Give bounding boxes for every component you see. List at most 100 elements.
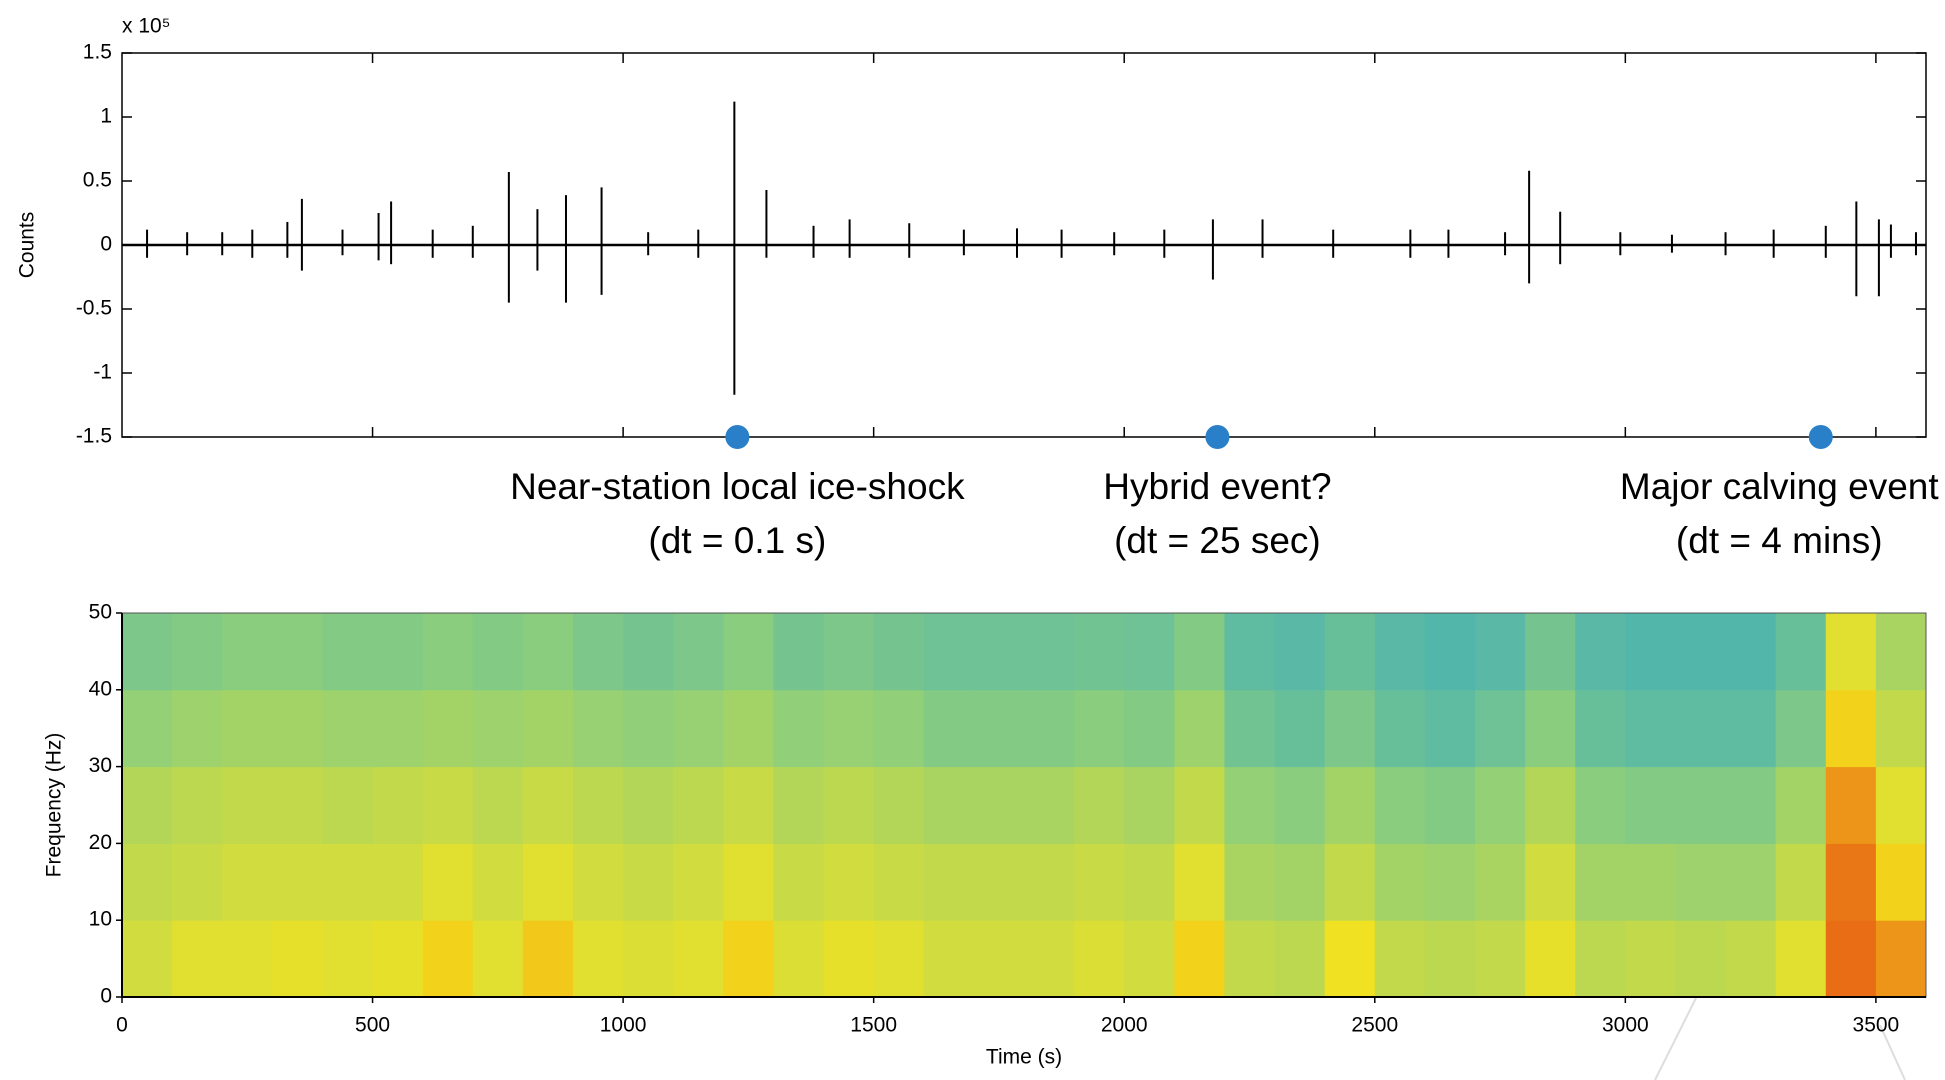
event-marker [1808,425,1833,449]
annotation-label: Hybrid event? [1103,466,1331,507]
heatmap-cell [1575,920,1626,998]
heatmap-cell [723,689,774,768]
x-axis-label: Time (s) [986,1046,1062,1069]
y-tick-label: 50 [89,601,112,624]
heatmap-cell [1324,689,1376,768]
heatmap-cell [122,843,173,921]
heatmap-cell [272,613,323,691]
zoom-guide [1654,989,1701,1080]
heatmap-cell [973,766,1025,844]
heatmap-cell [1424,843,1476,921]
heatmap-cell [623,920,674,998]
heatmap-cell [773,689,825,768]
heatmap-cell [1174,613,1225,691]
heatmap-cell [422,843,474,921]
y-tick-label: 0.5 [83,169,112,192]
heatmap-cell [973,843,1025,921]
heatmap-cell [1174,920,1225,998]
heatmap-cell [122,613,173,691]
annotation-label: Major calving event [1620,466,1939,507]
heatmap-cell [1274,613,1326,691]
heatmap-cell [122,766,173,844]
heatmap-cell [673,613,724,691]
heatmap-cell [1124,843,1175,921]
heatmap-cell [1825,920,1877,998]
y-tick-label: 0 [100,985,112,1008]
heatmap-cell [1725,843,1777,921]
heatmap-cell [1725,613,1777,691]
y-tick-label: 40 [89,677,112,700]
heatmap-cell [1224,920,1276,998]
heatmap-cell [322,766,374,844]
heatmap-cell [1475,766,1526,844]
heatmap-cell [322,689,374,768]
heatmap-cell [1725,920,1777,998]
heatmap-cell [1625,766,1676,844]
heatmap-cell [1024,613,1075,691]
heatmap-cell [472,920,524,998]
heatmap-cell [1825,613,1877,691]
heatmap-cell [1775,613,1827,691]
y-tick-label: 20 [89,831,112,854]
heatmap-cell [1625,920,1676,998]
heatmap-cell [1575,613,1626,691]
heatmap-cell [472,766,524,844]
heatmap-cell [372,843,424,921]
heatmap-cell [1825,766,1877,844]
heatmap-cell [1875,766,1927,844]
heatmap-cell [472,843,524,921]
heatmap-cell [472,689,524,768]
heatmap-cell [1324,920,1376,998]
heatmap-cell [773,843,825,921]
event-marker [1205,425,1230,449]
heatmap-cell [1374,689,1426,768]
heatmap-cell [1124,920,1175,998]
heatmap-cell [1575,843,1626,921]
heatmap-cell [1324,613,1376,691]
y-tick-label: 10 [89,908,112,931]
heatmap-cell [1825,689,1877,768]
heatmap-cell [673,843,724,921]
heatmap-cell [1675,766,1727,844]
heatmap-cell [823,689,875,768]
heatmap-cell [973,689,1025,768]
heatmap-cell [673,689,724,768]
event-marker [725,425,750,449]
zoom-guide [1879,1024,1906,1080]
heatmap-cell [773,920,825,998]
heatmap-cell [623,843,674,921]
y-tick-label: 1 [100,105,112,128]
heatmap-cell [1424,766,1476,844]
heatmap-cell [1675,689,1727,768]
heatmap-cell [923,689,975,768]
heatmap-cell [1074,843,1125,921]
heatmap-cell [1024,766,1075,844]
heatmap-cell [1525,766,1576,844]
heatmap-cell [1274,920,1326,998]
heatmap-cell [573,689,624,768]
heatmap-cell [1875,613,1927,691]
heatmap-cell [723,766,774,844]
heatmap-cell [623,766,674,844]
heatmap-cell [773,766,825,844]
heatmap-cell [1575,689,1626,768]
heatmap-cell [522,843,574,921]
heatmap-cell [222,689,273,768]
heatmap-cell [122,920,173,998]
heatmap-cell [573,843,624,921]
heatmap-cell [973,920,1025,998]
heatmap-cell [1775,766,1827,844]
y-multiplier: x 10⁵ [122,15,170,38]
heatmap-cell [222,920,273,998]
heatmap-cell [272,920,323,998]
annotation-detail: (dt = 0.1 s) [648,520,826,561]
heatmap-cell [723,613,774,691]
heatmap-cell [1675,920,1727,998]
x-tick-label: 2000 [1101,1014,1148,1037]
heatmap-cell [322,843,374,921]
heatmap-cell [1875,843,1927,921]
heatmap-cell [1625,689,1676,768]
heatmap-cell [1324,766,1376,844]
heatmap-cell [573,920,624,998]
